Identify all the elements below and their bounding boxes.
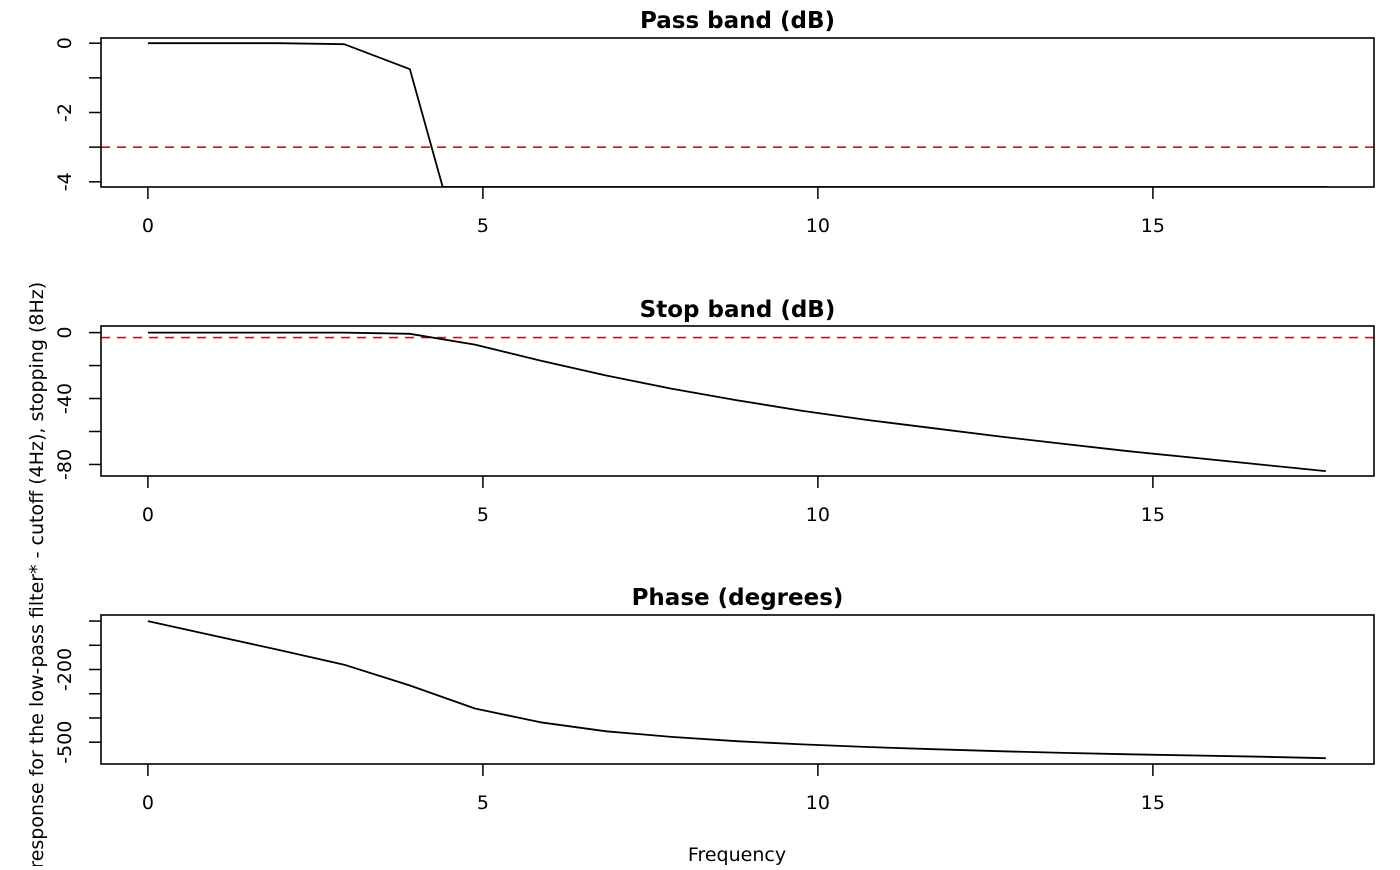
y-axis-label: l response for the low-pass filter* - cu… <box>26 282 48 866</box>
y-tick-label: 0 <box>54 327 76 339</box>
x-tick-label: 5 <box>477 215 489 237</box>
x-tick-label: 15 <box>1141 504 1165 526</box>
y-tick-label: -2 <box>54 103 76 122</box>
panel-1: Pass band (dB) 0 5 10 15 0 -2 -4 <box>54 8 1375 237</box>
x-tick-label: 10 <box>806 792 830 814</box>
y-tick-label: -200 <box>54 648 76 691</box>
panel-2: Stop band (dB) 0 5 10 15 0 -40 -80 <box>54 297 1375 526</box>
panel-title: Pass band (dB) <box>640 8 835 34</box>
series-line <box>147 620 1326 760</box>
panel-3: Phase (degrees) 0 5 10 15 -200 -500 <box>54 585 1375 814</box>
plot-frame <box>100 325 1375 477</box>
x-tick-label: 5 <box>477 792 489 814</box>
x-tick-label: 15 <box>1141 215 1165 237</box>
plot-frame <box>100 614 1375 765</box>
x-tick-label: 10 <box>806 504 830 526</box>
x-tick-label: 0 <box>142 215 154 237</box>
y-tick-label: -4 <box>54 172 76 191</box>
y-tick-label: -40 <box>54 383 76 414</box>
y-tick-label: -80 <box>54 449 76 480</box>
panel-title: Stop band (dB) <box>640 297 836 323</box>
panel-title: Phase (degrees) <box>632 585 844 611</box>
y-tick-label: 0 <box>54 37 76 49</box>
x-tick-label: 15 <box>1141 792 1165 814</box>
x-tick-label: 10 <box>806 215 830 237</box>
y-tick-label: -500 <box>54 721 76 764</box>
x-tick-label: 0 <box>142 504 154 526</box>
x-tick-label: 0 <box>142 792 154 814</box>
series-line <box>147 42 1328 187</box>
plot-frame <box>100 37 1375 188</box>
x-axis-label: Frequency <box>688 844 786 866</box>
x-tick-label: 5 <box>477 504 489 526</box>
series-line <box>147 331 1326 472</box>
